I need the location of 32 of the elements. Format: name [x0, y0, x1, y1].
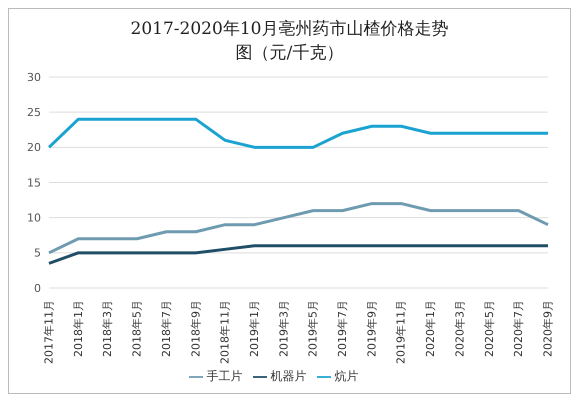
legend-label: 手工片: [206, 369, 242, 383]
y-tick-label: 30: [27, 70, 41, 84]
x-tick-label: 2020年7月: [512, 300, 526, 357]
legend-label: 炕片: [334, 369, 358, 383]
line-series: [48, 202, 550, 254]
x-tick-label: 2020年3月: [453, 300, 466, 357]
x-tick-label: 2018年3月: [101, 300, 114, 357]
x-tick-label: 2018年7月: [160, 300, 173, 357]
y-tick-label: 15: [27, 176, 41, 190]
x-tick-label: 2019年7月: [336, 300, 350, 357]
legend-label: 机器片: [270, 369, 306, 383]
x-tick-label: 2019年9月: [365, 300, 378, 357]
y-tick-label: 20: [27, 141, 41, 154]
chart-title: 2017-2020年10月亳州药市山楂价格走势图（元/千克）: [130, 18, 450, 65]
line-series: [48, 244, 550, 265]
x-tick-label: 2018年1月: [72, 300, 85, 357]
y-tick-label: 10: [27, 212, 41, 225]
line-series: [48, 118, 550, 149]
x-tick-label: 2019年1月: [248, 300, 261, 357]
x-tick-label: 2020年5月: [482, 300, 496, 357]
x-tick-label: 2017年11月: [42, 300, 56, 364]
x-tick-label: 2019年11月: [394, 300, 408, 364]
x-tick-label: 2020年1月: [424, 300, 438, 357]
y-tick-label: 25: [27, 106, 41, 120]
y-tick-label: 0: [34, 282, 41, 295]
x-tick-label: 2018年11月: [218, 300, 232, 364]
x-tick-label: 2019年3月: [277, 300, 290, 357]
y-tick-label: 5: [34, 246, 41, 260]
x-tick-label: 2020年9月: [542, 300, 554, 357]
x-tick-label: 2018年9月: [189, 300, 202, 357]
x-tick-label: 2018年5月: [130, 300, 144, 357]
x-tick-label: 2019年5月: [306, 300, 320, 357]
